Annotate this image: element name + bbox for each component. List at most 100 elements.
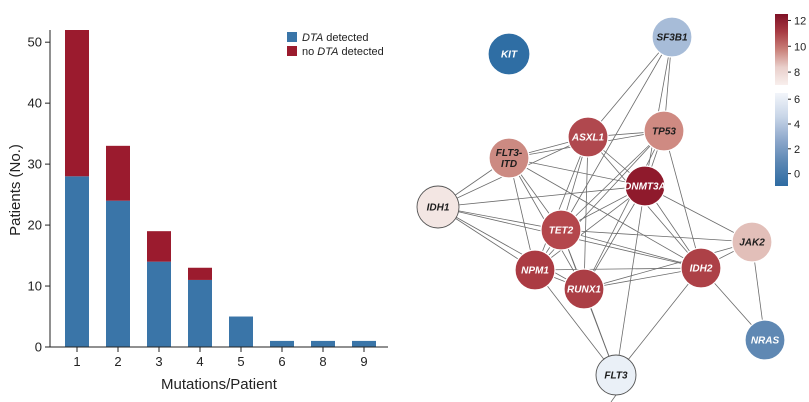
node-label-sf3b1: SF3B1 (656, 33, 688, 44)
scale-tick-label-6: 6 (794, 94, 800, 106)
node-tet2: TET2 (540, 209, 582, 251)
scale-tick-label-2: 2 (794, 144, 800, 156)
node-label-kit: KIT (501, 50, 518, 61)
node-label-asxl1: ASXL1 (571, 133, 605, 144)
edge-npm1-flt3 (534, 269, 617, 376)
node-runx1: RUNX1 (563, 268, 605, 310)
scale-tick-label-8: 8 (794, 67, 800, 79)
scale-tick-label-12: 12 (794, 15, 806, 27)
edge-flt3-itd-idh2 (508, 157, 702, 269)
x-axis-title: Mutations/Patient (161, 376, 278, 393)
node-idh2: IDH2 (680, 247, 722, 289)
x-tick-label-9: 9 (360, 354, 367, 369)
node-label-flt3-itd-0: FLT3- (496, 148, 523, 159)
x-tick-label-8: 8 (319, 354, 326, 369)
node-label-npm1: NPM1 (521, 266, 549, 277)
bar-dta-detected-6 (270, 340, 294, 347)
edge-sf3b1-asxl1 (587, 36, 673, 138)
node-label-flt3-itd-1: ITD (501, 159, 517, 170)
node-flt3: FLT3 (595, 354, 637, 396)
node-label-idh2: IDH2 (690, 264, 713, 275)
x-tick-label-4: 4 (196, 354, 203, 369)
edge-dnmt3a-idh1 (437, 185, 646, 208)
bar-dta-detected-4 (188, 279, 212, 347)
color-scale-ticks: 12 10 8 6 4 2 0 (788, 15, 806, 181)
node-label-runx1: RUNX1 (567, 285, 601, 296)
y-tick-label-40: 40 (28, 96, 42, 111)
edge-idh2-flt3 (615, 267, 702, 376)
y-tick-label-50: 50 (28, 35, 42, 50)
node-circle-flt3 (595, 354, 637, 396)
x-tick-label-6: 6 (278, 354, 285, 369)
y-tick-label-10: 10 (28, 279, 42, 294)
y-tick-label-30: 30 (28, 157, 42, 172)
bar-dta-detected-1 (65, 176, 89, 347)
bar-no-dta-detected-4 (188, 267, 212, 280)
node-circle-jak2 (731, 221, 773, 263)
edge-flt3-itd-dnmt3a (508, 157, 646, 187)
edge-runx1-jak2 (583, 241, 753, 290)
node-circle-dnmt3a (624, 165, 666, 207)
node-dnmt3a: DNMT3A (624, 165, 666, 207)
node-circle-kit (487, 32, 531, 76)
color-scale-legend: 12 10 8 6 4 2 0 (775, 14, 806, 186)
scale-tick-label-10: 10 (794, 41, 806, 53)
node-label-jak2: JAK2 (739, 238, 765, 249)
node-circle-runx1 (563, 268, 605, 310)
node-circle-idh1 (416, 185, 460, 229)
node-label-idh1: IDH1 (427, 203, 450, 214)
network-edges (437, 36, 766, 402)
bar-no-dta-detected-3 (147, 231, 171, 262)
node-circle-tet2 (540, 209, 582, 251)
node-idh1: IDH1 (416, 185, 460, 229)
node-circle-idh2 (680, 247, 722, 289)
legend-label-dta-detected: DTA detected (302, 32, 368, 44)
legend: DTA detected no DTA detected (287, 32, 384, 58)
y-tick-label-0: 0 (35, 340, 42, 355)
node-label-flt3: FLT3 (604, 371, 628, 382)
y-axis-ticks: 0 10 20 30 40 50 (28, 35, 50, 355)
x-axis-ticks: 1 2 3 4 5 6 8 9 (73, 347, 368, 369)
legend-label-no-dta-detected: no DTA detected (302, 46, 384, 58)
bar-no-dta-detected-2 (106, 145, 130, 201)
color-scale-blue (775, 93, 788, 186)
node-circle-nras (744, 319, 786, 361)
mutation-network: KIT SF3B1 ASXL1 TP53 FLT3-ITD DNMT3A IDH1 TET2 J… (416, 16, 786, 402)
node-circle-npm1 (514, 249, 556, 291)
edge-npm1-idh2 (534, 267, 702, 271)
bar-dta-detected-2 (106, 200, 130, 347)
node-npm1: NPM1 (514, 249, 556, 291)
bar-dta-detected-5 (229, 316, 253, 347)
node-label-tet2: TET2 (549, 226, 574, 237)
legend-swatch-no-dta-detected (287, 46, 297, 56)
edge-tp53-runx1 (583, 130, 665, 290)
scale-tick-label-4: 4 (794, 119, 800, 131)
edge-asxl1-npm1 (534, 136, 589, 271)
node-flt3-itd: FLT3-ITD (488, 137, 530, 179)
edge-tp53-tet2 (560, 130, 665, 231)
y-tick-label-20: 20 (28, 218, 42, 233)
edge-sf3b1-tet2 (560, 36, 673, 231)
bar-no-dta-detected-1 (65, 30, 89, 177)
node-label-nras: NRAS (751, 336, 780, 347)
legend-swatch-dta-detected (287, 32, 297, 42)
y-axis-title: Patients (No.) (7, 144, 24, 236)
color-scale-red (775, 14, 788, 85)
edge-tet2-idh2 (560, 229, 702, 269)
node-jak2: JAK2 (731, 221, 773, 263)
node-kit: KIT (487, 32, 531, 76)
node-circle-sf3b1 (651, 16, 693, 58)
node-tp53: TP53 (643, 110, 685, 152)
node-circle-asxl1 (567, 116, 609, 158)
bar-dta-detected-9 (352, 340, 376, 347)
stacked-bar-chart: 0 10 20 30 40 50 1 2 3 4 5 6 8 9 Mutations/Patient P… (7, 30, 388, 393)
edge-flt3-offscreen (610, 394, 617, 402)
edge-idh1-runx1 (437, 206, 585, 290)
edge-dnmt3a-npm1 (534, 185, 646, 271)
x-tick-label-1: 1 (73, 354, 80, 369)
bar-dta-detected-8 (311, 340, 335, 347)
bars (65, 30, 376, 347)
node-sf3b1: SF3B1 (651, 16, 693, 58)
node-circle-tp53 (643, 110, 685, 152)
